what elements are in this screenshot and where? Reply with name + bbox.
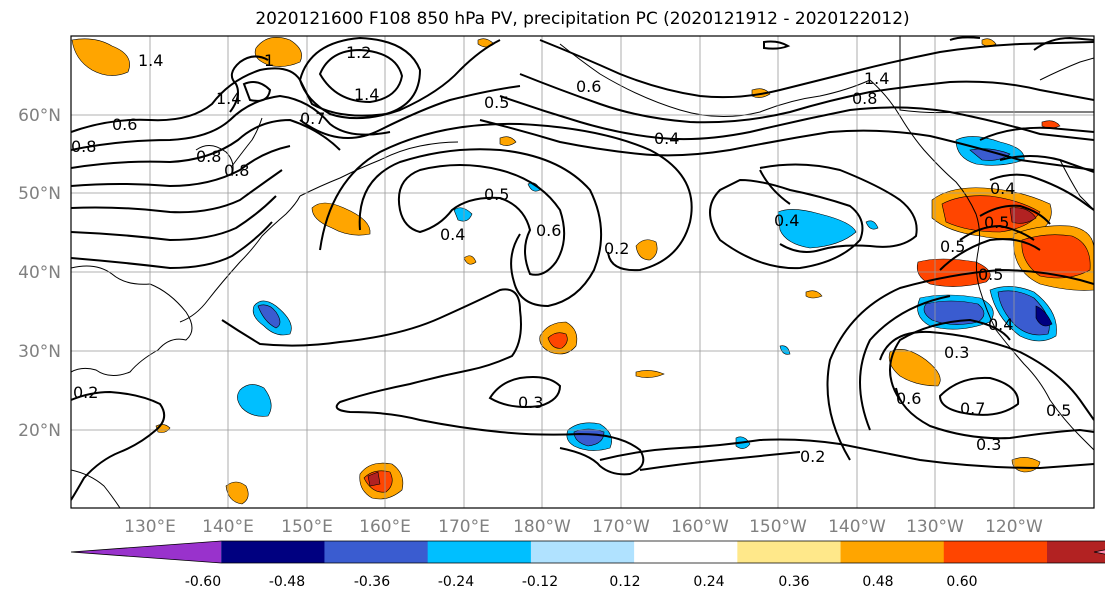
colorbar-tick-labels: -0.60 -0.48 -0.36 -0.24 -0.12 0.12 0.24 … (185, 574, 978, 590)
contour-label: 0.4 (990, 179, 1015, 198)
colorbar-segment (737, 541, 842, 563)
latitude-labels: 60°N 50°N 40°N 30°N 20°N (18, 106, 61, 441)
colorbar-extend-high (1094, 549, 1105, 555)
contour-label: 0.2 (604, 239, 629, 258)
contour-label: 1.2 (346, 43, 371, 62)
pv-contours (71, 36, 1094, 501)
lat-label: 50°N (18, 184, 61, 204)
colorbar-tick-label: 0.24 (693, 574, 724, 590)
colorbar-tick-label: 0.36 (778, 574, 809, 590)
contour-label: 0.4 (774, 211, 799, 230)
colorbar-tick-label: -0.24 (438, 574, 474, 590)
contour-label: 0.4 (440, 225, 465, 244)
contour-label: 0.3 (944, 343, 969, 362)
colorbar-tick-label: 0.48 (862, 574, 893, 590)
contour-label: 0.5 (978, 265, 1003, 284)
contour-label: 0.8 (196, 147, 221, 166)
colorbar-tick-label: 0.60 (946, 574, 977, 590)
contour-label: 0.8 (224, 161, 249, 180)
contour-label: 0.5 (984, 213, 1009, 232)
contour-label: 0.5 (1046, 401, 1071, 420)
contour-label: 0.7 (300, 109, 325, 128)
lat-label: 60°N (18, 106, 61, 126)
lon-label: 170°W (592, 517, 650, 537)
colorbar-segment (1047, 541, 1105, 563)
contour-label: 1.4 (354, 85, 379, 104)
contour-label: 0.5 (484, 185, 509, 204)
colorbar-tick-label: -0.12 (522, 574, 558, 590)
colorbar-tick-label: -0.60 (185, 574, 221, 590)
contour-label: 0.6 (896, 389, 921, 408)
contour-label: 1 (264, 51, 274, 70)
contour-label: 0.5 (940, 237, 965, 256)
lat-label: 30°N (18, 342, 61, 362)
colorbar: -0.60 -0.48 -0.36 -0.24 -0.12 0.12 0.24 … (70, 540, 1105, 590)
contour-label: 0.4 (988, 315, 1013, 334)
lon-label: 120°W (985, 517, 1043, 537)
colorbar-segment (634, 541, 738, 563)
contour-label: 0.2 (73, 383, 98, 402)
colorbar-outline (70, 540, 1105, 564)
colorbar-tick-label: 0.12 (609, 574, 640, 590)
map-area: 1.2 1.4 1.4 1 1.4 0.7 0.8 0.6 0.8 0.8 0.… (71, 36, 1094, 508)
graticule (71, 36, 1094, 508)
lon-label: 160°W (671, 517, 729, 537)
lon-label: 150°W (749, 517, 807, 537)
contour-label: 0.2 (800, 447, 825, 466)
colorbar-tick-label: -0.48 (269, 574, 305, 590)
lat-label: 20°N (18, 421, 61, 441)
colorbar-segment (530, 541, 635, 563)
colorbar-segments (70, 540, 1105, 564)
colorbar-segment (840, 541, 945, 563)
plot-title: 2020121600 F108 850 hPa PV, precipitatio… (255, 9, 910, 29)
contour-label: 0.3 (976, 435, 1001, 454)
lon-label: 150°E (281, 517, 333, 537)
colorbar-segment (221, 541, 325, 563)
contour-label: 0.8 (71, 137, 96, 156)
plot-frame (70, 35, 1095, 509)
colorbar-segment (324, 541, 429, 563)
colorbar-segment (943, 541, 1048, 563)
lon-label: 140°E (202, 517, 254, 537)
lon-label: 180°W (513, 517, 571, 537)
contour-label: 0.4 (654, 129, 679, 148)
precip-negative-patches (237, 136, 1057, 451)
contour-label: 1.4 (216, 89, 241, 108)
contour-label: 0.3 (518, 393, 543, 412)
lat-label: 40°N (18, 263, 61, 283)
contour-label: 0.6 (576, 77, 601, 96)
lon-label: 170°E (438, 517, 490, 537)
contour-label: 1.4 (138, 51, 163, 70)
lon-label: 130°W (906, 517, 964, 537)
longitude-labels: 130°E 140°E 150°E 160°E 170°E 180°W 170°… (124, 517, 1043, 537)
contour-label: 1.4 (864, 69, 889, 88)
contour-label: 0.7 (960, 399, 985, 418)
lon-label: 140°W (828, 517, 886, 537)
colorbar-tick-label: -0.36 (354, 574, 390, 590)
contour-label: 0.6 (112, 115, 137, 134)
contour-label: 0.6 (536, 221, 561, 240)
contour-labels: 1.2 1.4 1.4 1 1.4 0.7 0.8 0.6 0.8 0.8 0.… (71, 43, 1071, 466)
colorbar-segment (427, 541, 532, 563)
colorbar-extend-low (71, 541, 222, 563)
contour-label: 0.5 (484, 93, 509, 112)
lon-label: 130°E (124, 517, 176, 537)
contour-label: 0.8 (852, 89, 877, 108)
lon-label: 160°E (359, 517, 411, 537)
coastlines (71, 36, 1094, 508)
precip-positive-patches (71, 37, 1094, 505)
